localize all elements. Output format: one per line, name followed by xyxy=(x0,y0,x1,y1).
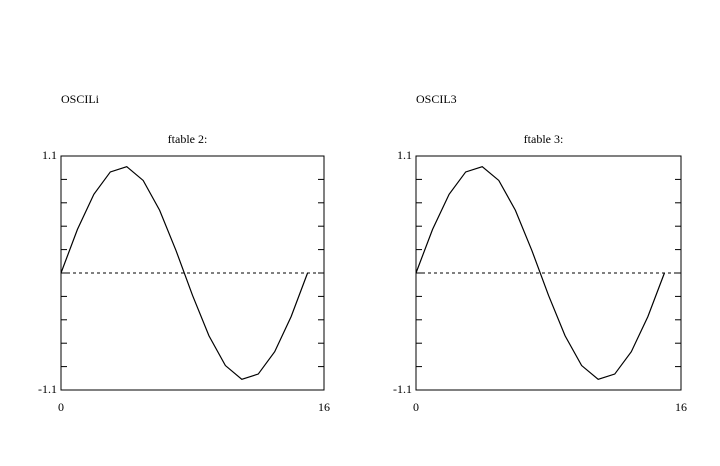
x-tick-label: 0 xyxy=(413,400,419,414)
y-tick-label: -1.1 xyxy=(393,382,412,396)
chart-subtitle: ftable 2: xyxy=(168,132,208,146)
x-tick-label: 0 xyxy=(58,400,64,414)
y-tick-label: -1.1 xyxy=(38,382,57,396)
chart-title: OSCILi xyxy=(61,92,100,106)
line-series xyxy=(60,165,309,381)
line-series xyxy=(415,165,665,381)
y-tick-label: 1.1 xyxy=(397,148,412,162)
chart-title: OSCIL3 xyxy=(416,92,457,106)
x-tick-label: 16 xyxy=(318,400,330,414)
x-tick-label: 16 xyxy=(675,400,687,414)
chart-subtitle: ftable 3: xyxy=(524,132,564,146)
y-tick-label: 1.1 xyxy=(42,148,57,162)
